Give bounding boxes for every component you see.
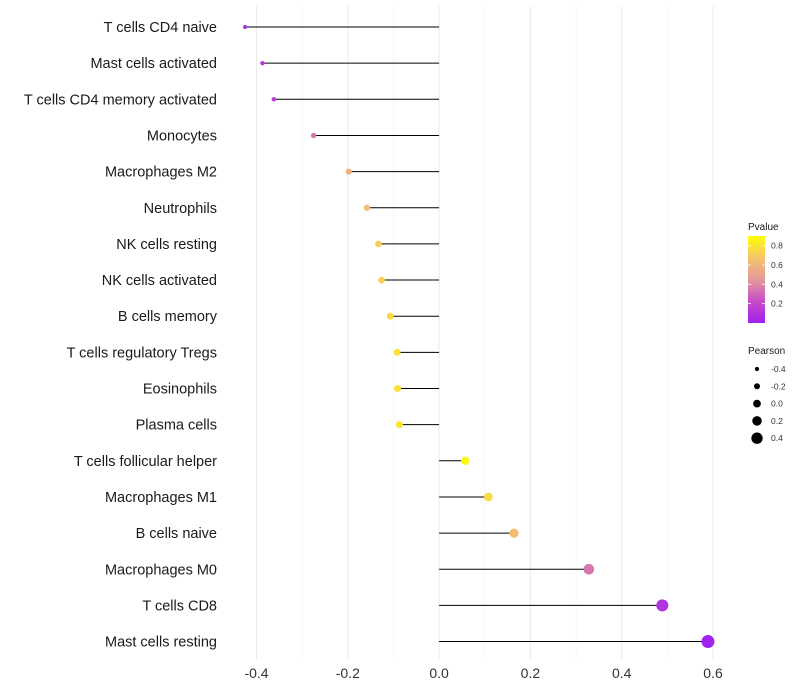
- x-axis: -0.4 -0.2 0.0 0.2 0.4 0.6: [244, 665, 723, 681]
- category-label: Macrophages M0: [105, 562, 217, 578]
- category-label: NK cells activated: [102, 273, 217, 289]
- grid-layer: [256, 6, 714, 660]
- pearson-legend-label: -0.2: [771, 381, 786, 391]
- point-layer: [243, 25, 715, 649]
- pearson-legend-dot: [752, 416, 762, 426]
- lollipop-point: [271, 97, 277, 102]
- lollipop-point: [394, 385, 402, 392]
- pvalue-colorbar: [748, 236, 765, 323]
- lollipop-point: [509, 528, 519, 538]
- category-axis: T cells CD4 naive Mast cells activated T c…: [24, 20, 218, 651]
- pvalue-legend-ticks: 0.2 0.4 0.6 0.8: [748, 241, 783, 309]
- pvalue-legend-title: Pvalue: [748, 222, 779, 233]
- category-label: T cells regulatory Tregs: [67, 345, 217, 361]
- pvalue-tick-label: 0.8: [771, 241, 783, 251]
- category-label: Macrophages M1: [105, 490, 217, 506]
- pearson-legend-dot: [754, 366, 760, 372]
- x-tick-label: 0.2: [521, 665, 541, 681]
- category-label: B cells memory: [118, 309, 218, 325]
- lollipop-point: [395, 421, 403, 429]
- category-label: T cells CD4 naive: [104, 20, 217, 36]
- pvalue-tick-label: 0.4: [771, 279, 783, 289]
- pearson-legend-title: Pearson: [748, 346, 785, 357]
- category-label: Eosinophils: [143, 382, 217, 398]
- category-label: NK cells resting: [116, 237, 217, 253]
- pvalue-tick-label: 0.2: [771, 299, 783, 309]
- x-tick-label: -0.2: [336, 665, 360, 681]
- lollipop-point: [260, 60, 265, 66]
- lollipop-point: [701, 635, 715, 649]
- pearson-legend-label: 0.4: [771, 433, 783, 443]
- segment-layer: [245, 26, 708, 643]
- category-label: T cells CD4 memory activated: [24, 92, 217, 108]
- pvalue-tick-label: 0.6: [771, 260, 783, 270]
- pearson-legend-dot: [754, 383, 760, 390]
- lollipop-point: [378, 276, 385, 284]
- category-label: T cells follicular helper: [74, 454, 217, 470]
- pearson-legend-label: 0.0: [771, 399, 783, 409]
- lollipop-point: [386, 312, 394, 320]
- pearson-legend-label: 0.2: [771, 416, 783, 426]
- pearson-legend-dot: [751, 432, 763, 444]
- lollipop-point: [583, 563, 595, 575]
- lollipop-point: [393, 348, 401, 356]
- category-label: Macrophages M2: [105, 165, 217, 181]
- category-label: Mast cells activated: [90, 56, 217, 72]
- category-label: Neutrophils: [144, 201, 217, 217]
- x-tick-label: 0.6: [703, 665, 723, 681]
- lollipop-point: [460, 456, 470, 465]
- x-tick-label: 0.4: [612, 665, 632, 681]
- category-label: Monocytes: [147, 128, 217, 144]
- lollipop-point: [656, 599, 669, 612]
- lollipop-point: [310, 132, 317, 139]
- category-label: B cells naive: [136, 526, 217, 542]
- pearson-legend: Pearson -0.4 -0.2 0.0 0.2 0.4: [748, 346, 786, 444]
- lollipop-point: [375, 240, 382, 248]
- x-tick-label: -0.4: [244, 665, 268, 681]
- category-label: Mast cells resting: [105, 635, 217, 651]
- lollipop-point: [243, 25, 248, 29]
- lollipop-point: [484, 492, 493, 502]
- pearson-legend-label: -0.4: [771, 364, 786, 374]
- pearson-legend-dot: [753, 399, 761, 408]
- lollipop-point: [345, 168, 352, 175]
- category-label: T cells CD8: [142, 598, 217, 614]
- pvalue-legend: Pvalue 0.2 0.4 0.6 0.8: [748, 222, 783, 323]
- x-tick-label: 0.0: [429, 665, 449, 681]
- pearson-legend-keys: -0.4 -0.2 0.0 0.2 0.4: [751, 364, 786, 444]
- category-label: Plasma cells: [136, 418, 217, 434]
- lollipop-point: [363, 204, 371, 211]
